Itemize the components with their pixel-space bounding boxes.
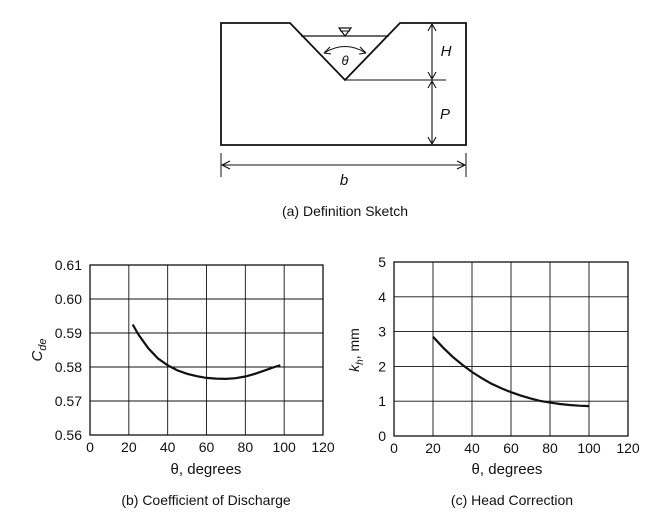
chart-c-x-tick-label: 60: [503, 440, 519, 456]
chart-b-series-line: [131, 323, 281, 381]
chart-b-y-tick-label: 0.56: [55, 427, 82, 443]
weir-plate-outline: [220, 22, 467, 146]
chart-c-x-tick-label: 80: [542, 440, 558, 456]
theta-label: θ: [341, 53, 348, 68]
chart-c-x-tick-label: 100: [577, 440, 601, 456]
chart-c-x-tick-label: 40: [464, 440, 480, 456]
theta-arc-arrow-left: [323, 46, 332, 55]
dimension-arrows-P: [427, 79, 437, 146]
chart-c-y-tick-label: 5: [378, 254, 386, 270]
chart-c-y-tick-label: 3: [378, 324, 386, 340]
chart-b-x-tick-label: 100: [272, 439, 296, 455]
chart-b-ylabel: Cde: [29, 338, 49, 361]
chart-c-x-tick-label: 20: [425, 440, 441, 456]
dimension-arrows-H: [427, 22, 437, 81]
chart-b-x-tick-label: 120: [311, 439, 335, 455]
chart-c-caption: (c) Head Correction: [451, 492, 573, 508]
chart-c-ylabel: kh, mm: [346, 328, 366, 372]
chart-c-y-tick-label: 1: [378, 393, 386, 409]
chart-b-caption: (b) Coefficient of Discharge: [121, 492, 291, 508]
sketch-caption: (a) Definition Sketch: [282, 203, 408, 219]
chart-c-xlabel: θ, degrees: [472, 461, 543, 478]
chart-b-x-tick-label: 0: [86, 439, 94, 455]
chart-b-y-tick-label: 0.60: [55, 291, 82, 307]
chart-b-x-tick-label: 60: [199, 439, 215, 455]
chart-c-x-tick-label: 0: [390, 440, 398, 456]
P-label: P: [440, 106, 450, 123]
chart-b-x-tick-label: 80: [238, 439, 254, 455]
chart-b-plot-frame: [89, 264, 324, 436]
chart-c-x-tick-label: 120: [616, 440, 640, 456]
b-label: b: [340, 172, 348, 189]
chart-b-y-tick-label: 0.58: [55, 359, 82, 375]
chart-c-series-line: [432, 336, 590, 408]
definition-sketch: θ H P b (a) Definition Sketch: [220, 22, 467, 219]
theta-arc-arrow-right: [358, 46, 367, 55]
discharge-coefficient-chart: 0 20 40 60 80 100 1200.560.570.580.590.600.61 …: [29, 257, 335, 508]
H-label: H: [441, 43, 452, 60]
chart-b-x-tick-label: 20: [121, 439, 137, 455]
chart-b-y-tick-label: 0.57: [55, 393, 82, 409]
chart-b-y-tick-label: 0.59: [55, 325, 82, 341]
theta-angle-arc: [323, 45, 367, 54]
dimension-arrows-b: [220, 160, 467, 170]
chart-c-y-tick-label: 0: [378, 428, 386, 444]
chart-c-y-tick-label: 2: [378, 358, 386, 374]
chart-b-y-tick-label: 0.61: [55, 257, 82, 273]
chart-c-plot-frame: [393, 261, 629, 437]
chart-b-xlabel: θ, degrees: [171, 461, 242, 478]
chart-b-x-tick-label: 40: [160, 439, 176, 455]
water-surface-symbol: [337, 27, 353, 37]
chart-c-y-tick-label: 4: [378, 289, 386, 305]
